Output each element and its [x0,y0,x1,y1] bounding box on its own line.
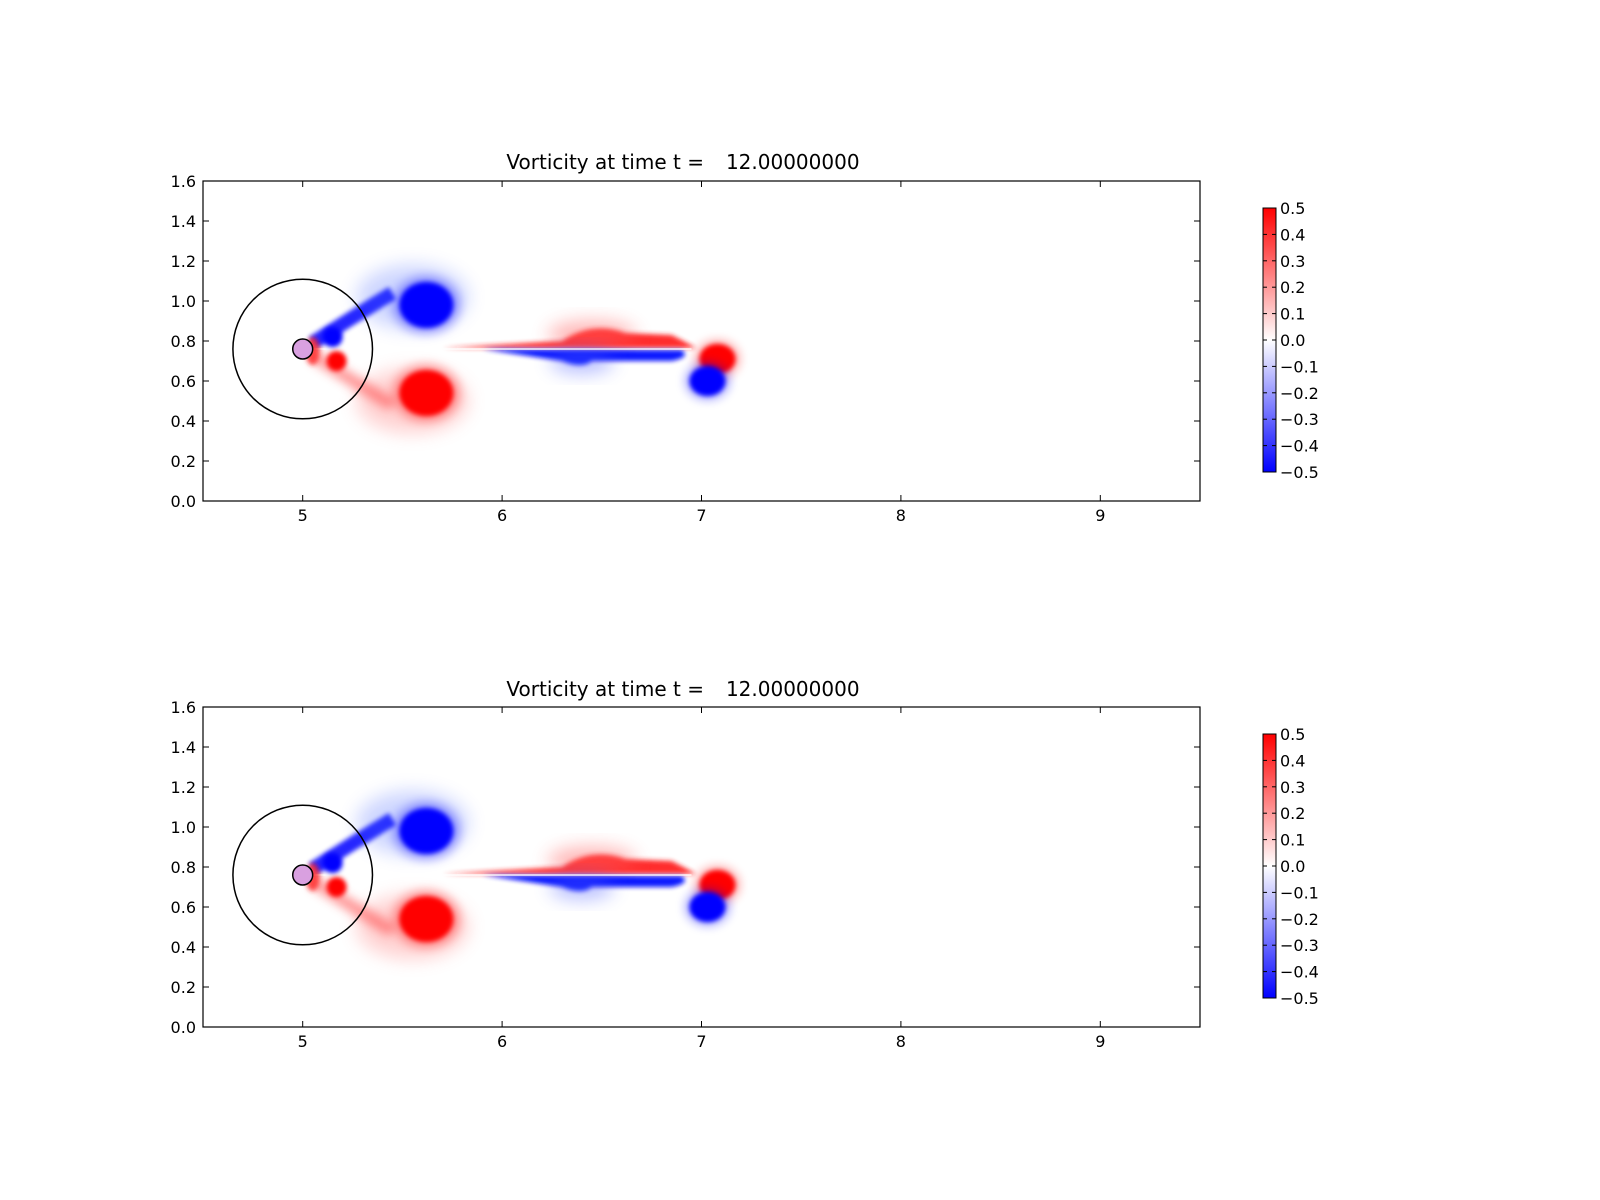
y-tick-label: 1.2 [171,778,196,797]
colorbar-tick-label: −0.2 [1280,910,1319,929]
y-tick-label: 0.2 [171,978,196,997]
y-tick-label: 1.6 [171,698,196,717]
plot-title: Vorticity at time t = 12.00000000 [506,677,859,701]
wake-red-halo [547,847,636,875]
y-tick-label: 0.2 [171,452,196,471]
colorbar-tick-label: 0.3 [1280,778,1305,797]
colorbar-tick-label: 0.1 [1280,305,1305,324]
x-tick-label: 9 [1095,1032,1105,1051]
circle-overlays [232,804,374,946]
x-tick-label: 9 [1095,506,1105,525]
x-tick-label: 8 [896,506,906,525]
cylinder-fill [292,865,313,885]
y-tick-label: 1.4 [171,212,196,231]
colorbar-tick-label: −0.2 [1280,384,1319,403]
x-tick-label: 6 [497,506,507,525]
colorbar-tick-label: 0.4 [1280,225,1305,244]
colorbar: 0.5 0.4 0.3 0.2 0.1 0.0 −0.1 −0.2 −0.3 −0.4 −0.5 [1262,199,1319,482]
y-axis: 0.0 0.2 0.4 0.6 0.8 1.0 1.2 1.4 1.6 [171,698,1200,1037]
vorticity-field [305,265,740,433]
near-blue-blob [322,853,343,873]
near-red-blob [326,877,347,897]
negative-vortex [689,366,726,396]
colorbar-tick-label: −0.4 [1280,437,1319,456]
x-tick-label: 5 [298,1032,308,1051]
x-tick-label: 7 [696,506,706,525]
y-tick-label: 0.6 [171,372,196,391]
y-tick-label: 0.4 [171,938,196,957]
y-tick-label: 1.0 [171,818,196,837]
x-axis: 5 6 7 8 9 [298,181,1105,525]
y-tick-label: 1.4 [171,738,196,757]
colorbar-tick-label: −0.1 [1280,883,1319,902]
positive-vortex [399,896,454,942]
cylinder-circle [291,338,314,360]
x-tick-label: 5 [298,506,308,525]
outer-domain-circle [232,278,374,420]
plot-frame [202,706,1201,1028]
colorbar-tick-label: −0.3 [1280,410,1319,429]
y-tick-label: 0.8 [171,332,196,351]
colorbar-tick-label: −0.5 [1280,989,1319,1008]
field-layers [305,265,740,433]
cylinder-fill [292,339,313,359]
field-layers [305,791,740,959]
colorbar-tick-label: 0.4 [1280,751,1305,770]
x-tick-label: 6 [497,1032,507,1051]
colorbar-tick-label: 0.5 [1280,199,1305,218]
colorbar-tick-label: 0.3 [1280,252,1305,271]
y-tick-label: 1.0 [171,292,196,311]
colorbar: 0.5 0.4 0.3 0.2 0.1 0.0 −0.1 −0.2 −0.3 −0.4 −0.5 [1262,725,1319,1008]
x-axis: 5 6 7 8 9 [298,707,1105,1051]
colorbar-tick-label: 0.2 [1280,804,1305,823]
wake-blue-halo [549,875,614,899]
vorticity-field [305,791,740,959]
colorbar-tick-label: −0.5 [1280,463,1319,482]
near-red-blob [326,351,347,371]
y-tick-label: 1.2 [171,252,196,271]
colorbar-tick-label: −0.3 [1280,936,1319,955]
colorbar-tick-label: 0.2 [1280,278,1305,297]
x-tick-label: 7 [696,1032,706,1051]
colorbar-tick-label: 0.1 [1280,831,1305,850]
colorbar-tick-label: −0.4 [1280,963,1319,982]
negative-vortex [689,892,726,922]
y-tick-label: 0.6 [171,898,196,917]
circle-overlays [232,278,374,420]
y-tick-label: 0.8 [171,858,196,877]
cylinder-circle [291,864,314,886]
x-tick-label: 8 [896,1032,906,1051]
positive-vortex [399,370,454,416]
colorbar-tick-label: 0.5 [1280,725,1305,744]
y-tick-label: 0.0 [171,1018,196,1037]
plot-title: Vorticity at time t = 12.00000000 [506,150,859,174]
negative-vortex [399,808,454,854]
plot-frame [202,180,1201,502]
near-blue-blob [322,327,343,347]
outer-domain-circle [232,804,374,946]
y-tick-label: 0.0 [171,492,196,511]
vorticity-plot-1: Vorticity at time t = 12.00000000 5 6 7 8 9 0… [171,150,1319,525]
y-axis: 0.0 0.2 0.4 0.6 0.8 1.0 1.2 1.4 1.6 [171,172,1200,511]
y-tick-label: 0.4 [171,412,196,431]
negative-vortex [399,282,454,328]
wake-blue-halo [549,349,614,373]
colorbar-tick-label: 0.0 [1280,857,1305,876]
wake-red-halo [547,321,636,349]
y-tick-label: 1.6 [171,172,196,191]
vorticity-plot-2: Vorticity at time t = 12.00000000 5 6 7 8 9 0… [171,677,1319,1051]
colorbar-tick-label: −0.1 [1280,357,1319,376]
colorbar-tick-label: 0.0 [1280,331,1305,350]
